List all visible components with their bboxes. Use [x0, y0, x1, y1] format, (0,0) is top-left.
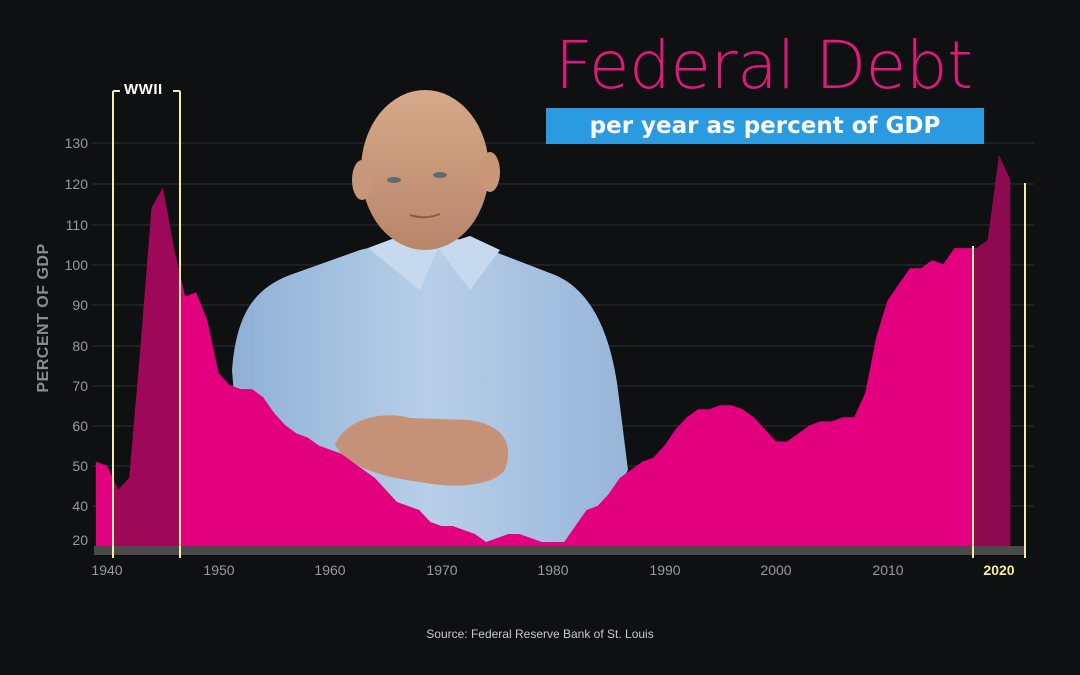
- y-tick: 50: [72, 458, 88, 474]
- x-tick: 1960: [314, 562, 346, 578]
- source-note: Source: Federal Reserve Bank of St. Loui…: [426, 627, 654, 641]
- collar: [368, 236, 500, 290]
- x-tick: 1970: [426, 562, 458, 578]
- y-tick: 130: [64, 135, 88, 151]
- ear-left: [352, 160, 372, 200]
- y-tick: 20: [72, 532, 88, 548]
- x-tick: 2010: [872, 562, 904, 578]
- y-tick: 80: [72, 338, 88, 354]
- x-tick: 2000: [760, 562, 792, 578]
- hands: [335, 415, 509, 486]
- x-tick-highlight: 2020: [983, 562, 1015, 578]
- x-tick: 1990: [649, 562, 681, 578]
- y-tick: 60: [72, 418, 88, 434]
- chart-subtitle: per year as percent of GDP: [546, 108, 984, 144]
- wwii-label: WWII: [124, 81, 163, 98]
- chart-title: Federal Debt: [555, 27, 973, 104]
- y-tick: 70: [72, 378, 88, 394]
- y-tick: 90: [72, 297, 88, 313]
- debt-area: [95, 155, 1011, 548]
- ear-right: [480, 152, 500, 192]
- wwii-bracket: [112, 90, 181, 558]
- x-tick: 1940: [91, 562, 123, 578]
- head: [361, 90, 489, 250]
- x-axis-bar: [94, 546, 1026, 555]
- x-tick: 1950: [203, 562, 235, 578]
- recent-bracket: [972, 183, 1026, 558]
- y-tick: 100: [64, 257, 88, 273]
- recent-highlight-area: [973, 155, 1011, 548]
- y-tick: 40: [72, 498, 88, 514]
- wwii-highlight-area: [113, 187, 180, 548]
- y-tick: 110: [65, 217, 88, 233]
- y-tick: 120: [64, 176, 88, 192]
- x-tick: 1980: [537, 562, 569, 578]
